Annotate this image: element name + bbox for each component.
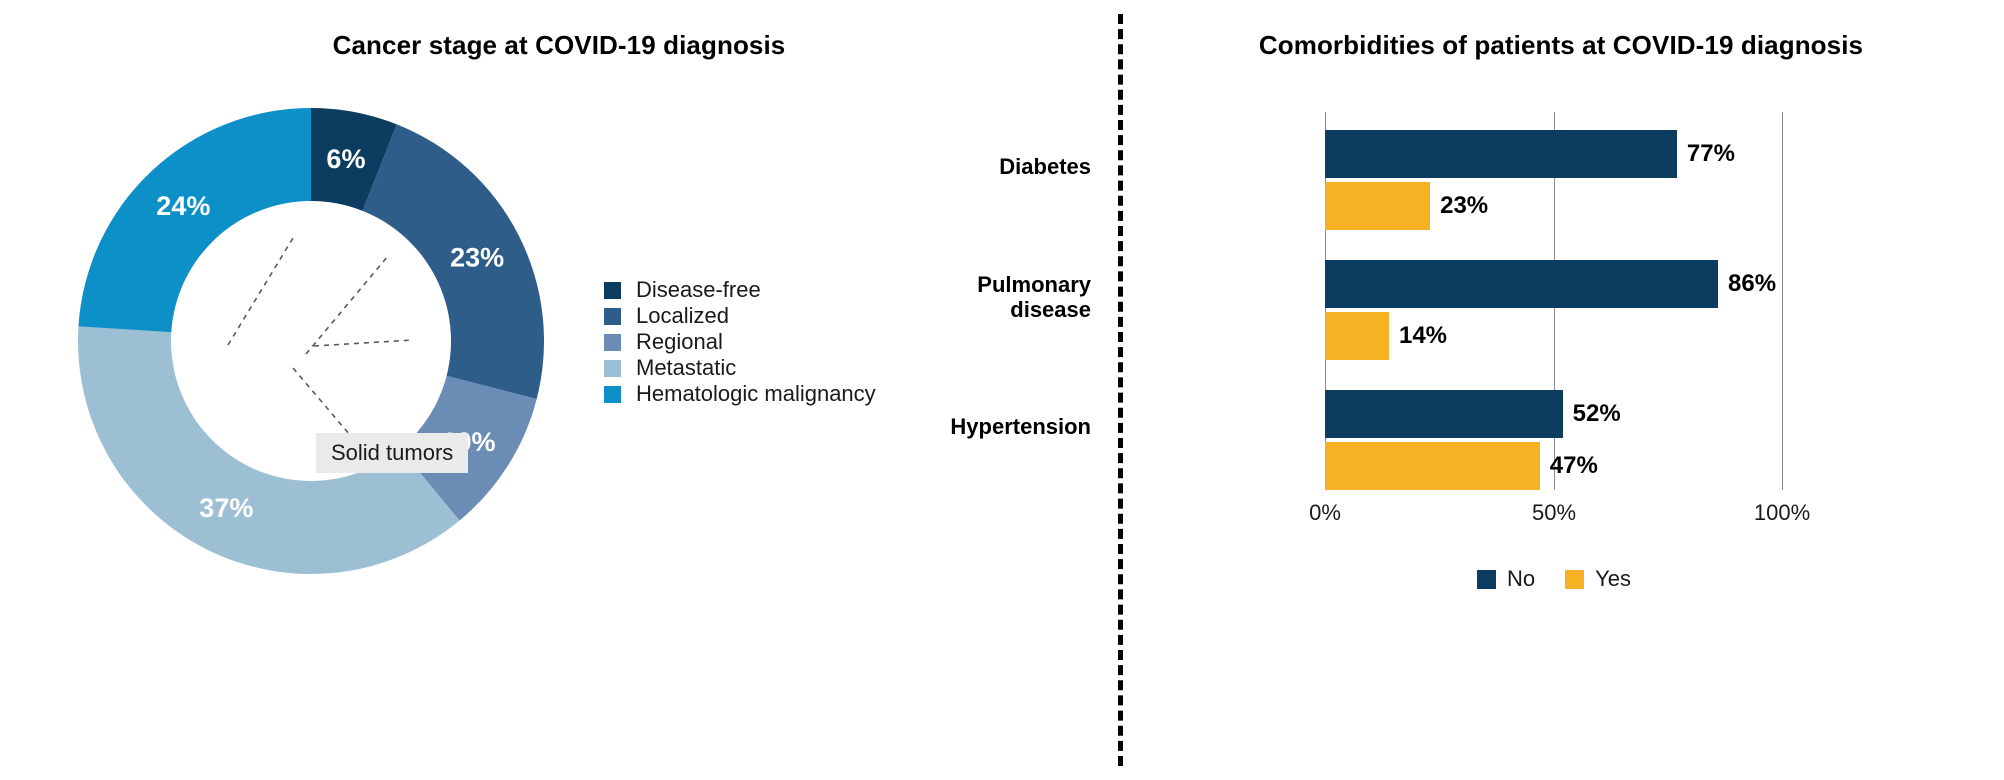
bar-pulmonary-disease-yes[interactable] (1325, 312, 1389, 360)
bar-group-diabetes: Diabetes 77% 23% (999, 130, 1783, 230)
donut-value-disease-free: 6% (326, 144, 365, 174)
donut-value-hematologic: 24% (156, 191, 210, 221)
donut-chart-title: Cancer stage at COVID-19 diagnosis (332, 30, 786, 60)
donut-svg: 37% 10% 6% 23% 24% (78, 108, 544, 574)
xaxis-tick-0: 0% (1309, 500, 1341, 525)
bar-category-label: Pulmonary disease (851, 272, 1091, 323)
legend-swatch-icon (604, 333, 621, 351)
bar-hypertension-yes[interactable] (1325, 442, 1540, 490)
donut-value-metastatic: 37% (199, 493, 253, 523)
legend-swatch-icon (1476, 569, 1496, 589)
donut-chart: 37% 10% 6% 23% 24% Solid tumors (78, 108, 544, 574)
bar-chart: Diabetes 77% 23% Pulmonary disease 86% 1… (950, 90, 2004, 730)
panel-divider (1118, 14, 1123, 766)
bar-value-pulmonary-disease-no: 86% (1728, 270, 1777, 297)
bar-plot-area: Diabetes 77% 23% Pulmonary disease 86% 1… (950, 112, 1810, 525)
bar-category-label-line2: disease (1010, 297, 1091, 323)
bar-chart-title: Comorbidities of patients at COVID-19 di… (1258, 30, 1864, 60)
bar-category-label: Hypertension (950, 414, 1091, 439)
donut-slice-metastatic[interactable] (78, 326, 460, 574)
legend-label: Disease-free (636, 277, 761, 302)
bar-legend: No Yes (1325, 568, 1783, 590)
bar-diabetes-no[interactable] (1325, 130, 1677, 178)
legend-label: No (1506, 566, 1536, 591)
bar-value-hypertension-yes: 47% (1549, 452, 1598, 479)
donut-slice-disease-free[interactable] (311, 108, 397, 211)
legend-item-disease-free[interactable]: Disease-free (604, 277, 876, 302)
xaxis-tick-50: 50% (1531, 500, 1577, 525)
legend-swatch-icon (1565, 569, 1585, 589)
legend-swatch-icon (604, 307, 621, 325)
bar-value-pulmonary-disease-yes: 14% (1398, 322, 1448, 349)
bar-group-pulmonary-disease: Pulmonary disease 86% 14% (977, 260, 1783, 360)
legend-label: Regional (636, 329, 723, 354)
legend-label: Metastatic (636, 355, 737, 380)
legend-swatch-icon (604, 281, 621, 299)
legend-item-hematologic-malignancy[interactable]: Hematologic malignancy (604, 381, 876, 406)
legend-item-no[interactable]: No (1476, 566, 1536, 591)
legend-label: Yes (1595, 566, 1631, 591)
donut-slice-localized[interactable] (362, 124, 544, 399)
bar-diabetes-yes[interactable] (1325, 182, 1431, 230)
gridline-100 (1782, 112, 1783, 490)
donut-slice-hematologic-malignancy[interactable] (78, 108, 311, 333)
legend-item-regional[interactable]: Regional (604, 329, 876, 354)
legend-item-metastatic[interactable]: Metastatic (604, 355, 876, 380)
legend-item-localized[interactable]: Localized (604, 303, 876, 328)
donut-value-localized: 23% (450, 242, 504, 272)
donut-legend: Disease-free Localized Regional Metastat… (604, 277, 876, 406)
bar-value-diabetes-no: 77% (1686, 140, 1735, 167)
bar-pulmonary-disease-no[interactable] (1325, 260, 1719, 308)
donut-center-label: Solid tumors (316, 433, 469, 474)
legend-item-yes[interactable]: Yes (1565, 568, 1631, 590)
bar-value-hypertension-no: 52% (1572, 400, 1621, 427)
bar-group-hypertension: Hypertension 52% 47% (950, 390, 1783, 490)
donut-slice-regional[interactable] (400, 375, 537, 521)
bar-hypertension-no[interactable] (1325, 390, 1563, 438)
bar-category-label: Diabetes (999, 154, 1091, 179)
bar-value-diabetes-yes: 23% (1440, 192, 1489, 219)
legend-swatch-icon (604, 385, 621, 403)
leader-lines (227, 237, 414, 469)
legend-label: Localized (636, 303, 729, 328)
xaxis-tick-100: 100% (1753, 500, 1811, 525)
bar-category-label-line1: Pulmonary (977, 272, 1091, 297)
legend-swatch-icon (604, 359, 621, 377)
legend-label: Hematologic malignancy (636, 381, 876, 406)
